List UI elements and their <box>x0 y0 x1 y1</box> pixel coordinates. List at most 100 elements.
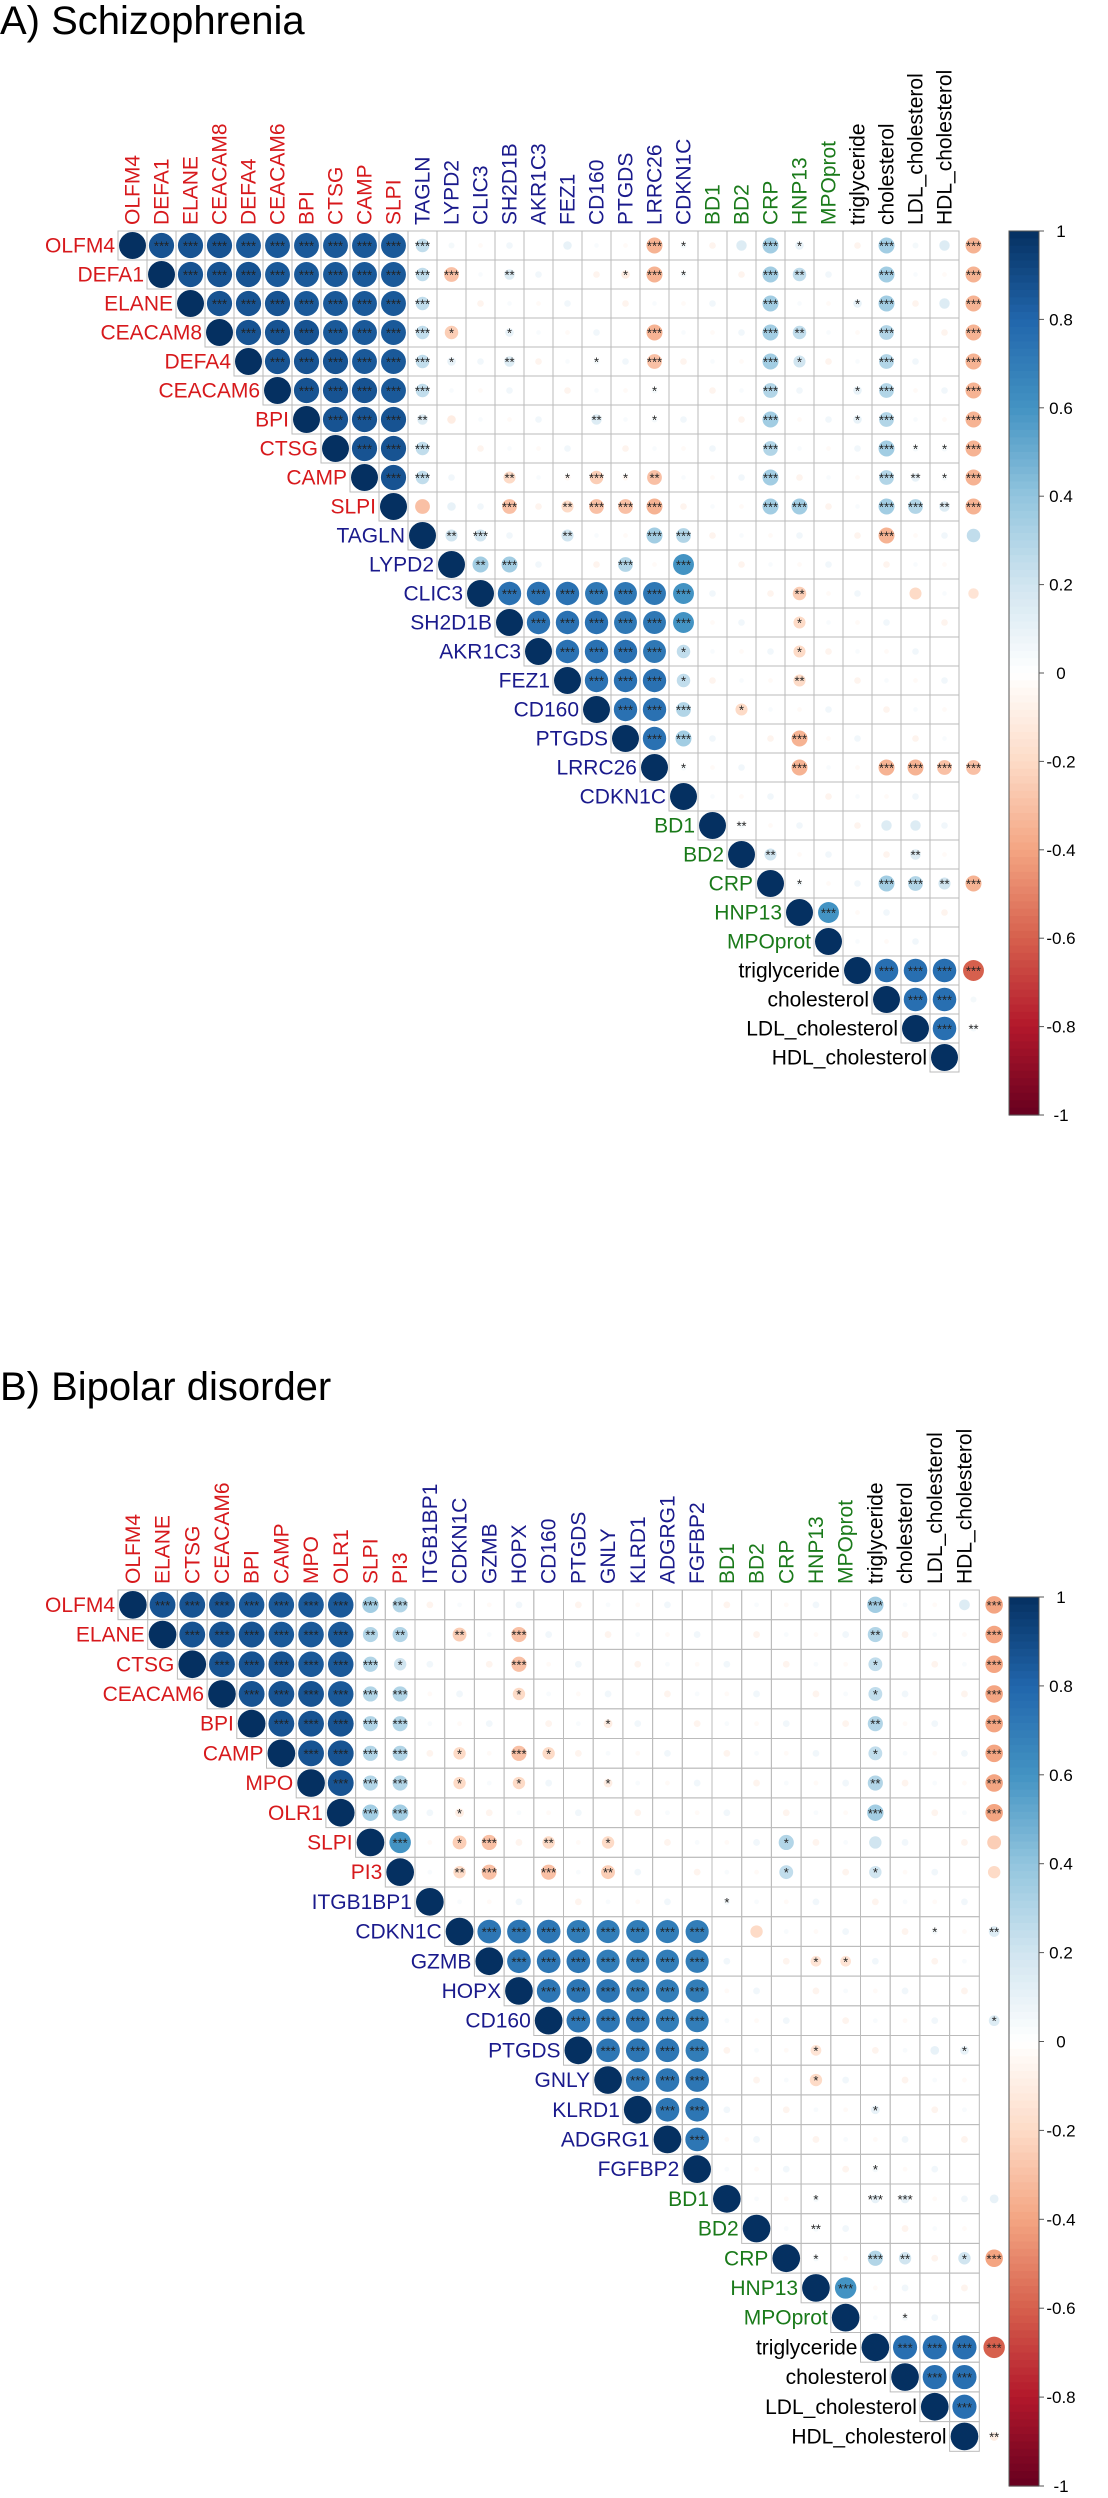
significance-mark: *** <box>987 1806 1002 1821</box>
correlation-mark <box>625 2038 650 2063</box>
correlation-mark <box>842 1631 850 1638</box>
correlation-mark <box>843 2255 849 2261</box>
significance-mark: * <box>843 1954 848 1969</box>
column-label: OLFM4 <box>122 1514 145 1584</box>
significance-mark: *** <box>966 239 981 254</box>
row-label: GNLY <box>535 2069 591 2092</box>
significance-mark: *** <box>328 326 343 341</box>
diagonal-mark <box>208 1680 236 1708</box>
correlation-mark <box>613 668 638 693</box>
correlation-mark <box>753 1839 760 1846</box>
panel-a-labels: OLFM4OLFM4DEFA1DEFA1ELANEELANECEACAM8CEA… <box>45 70 957 1070</box>
colorbar-segment <box>1009 665 1039 674</box>
correlation-mark <box>711 418 714 421</box>
significance-mark: *** <box>647 732 662 747</box>
correlation-mark <box>903 1811 907 1814</box>
correlation-mark <box>584 610 609 635</box>
correlation-mark <box>779 1865 794 1880</box>
row-label: SLPI <box>330 496 376 519</box>
significance-mark: ** <box>365 1628 375 1643</box>
significance-mark: *** <box>879 355 894 370</box>
correlation-mark <box>362 1686 379 1702</box>
row-label: MPOprot <box>727 931 811 954</box>
correlation-mark <box>517 1870 521 1874</box>
significance-mark: *** <box>357 326 372 341</box>
correlation-mark <box>526 581 551 606</box>
colorbar-tick-label: 0.4 <box>1049 1855 1073 1874</box>
colorbar-segment <box>1009 1063 1039 1072</box>
correlation-mark <box>652 446 657 451</box>
colorbar-segment <box>1009 783 1039 792</box>
correlation-mark <box>826 330 831 335</box>
panel-b-grid <box>117 1589 980 2452</box>
correlation-mark <box>566 563 569 566</box>
correlation-mark <box>293 348 320 375</box>
correlation-mark <box>596 2038 620 2063</box>
significance-mark: *** <box>502 558 517 573</box>
colorbar-segment <box>1009 2219 1039 2228</box>
row-label: ITGB1BP1 <box>312 1891 412 1914</box>
correlation-mark <box>680 271 687 278</box>
correlation-mark <box>855 504 860 509</box>
correlation-mark <box>941 387 948 394</box>
correlation-mark <box>826 301 831 306</box>
correlation-mark <box>989 2432 999 2441</box>
column-label: PTGDS <box>615 153 638 225</box>
correlation-mark <box>767 590 774 597</box>
correlation-mark <box>931 1809 939 1817</box>
colorbar-segment <box>1009 348 1039 357</box>
correlation-mark <box>878 527 895 544</box>
correlation-mark <box>624 331 627 334</box>
row-label: LDL_cholesterol <box>746 1018 898 1041</box>
correlation-mark <box>511 1626 527 1643</box>
diagonal-mark <box>728 841 755 868</box>
significance-mark: *** <box>763 471 778 486</box>
correlation-mark <box>813 2107 819 2113</box>
correlation-mark <box>623 417 628 422</box>
correlation-mark <box>989 2194 999 2204</box>
correlation-mark <box>902 1869 908 1875</box>
colorbar-segment <box>1009 370 1039 379</box>
correlation-mark <box>618 557 633 572</box>
correlation-mark <box>797 417 802 422</box>
colorbar-segment <box>1009 2071 1039 2080</box>
correlation-mark <box>555 639 580 664</box>
correlation-mark <box>710 359 715 364</box>
correlation-mark <box>792 325 807 340</box>
correlation-mark <box>753 2076 760 2084</box>
significance-mark: *** <box>879 877 894 892</box>
colorbar-segment <box>1009 989 1039 998</box>
correlation-mark <box>676 673 691 688</box>
correlation-mark <box>912 735 919 742</box>
correlation-mark <box>593 561 600 568</box>
colorbar-segment <box>1009 886 1039 895</box>
significance-mark: ** <box>417 413 427 428</box>
correlation-mark <box>710 504 715 509</box>
correlation-mark <box>535 358 542 365</box>
correlation-mark <box>931 2314 939 2322</box>
correlation-mark <box>942 562 947 567</box>
colorbar-segment <box>1009 577 1039 586</box>
colorbar-tick-label: -0.2 <box>1046 2121 1075 2140</box>
correlation-mark <box>426 1749 434 1757</box>
significance-mark: *** <box>444 268 459 283</box>
significance-mark: *** <box>763 442 778 457</box>
correlation-mark <box>486 1780 492 1786</box>
correlation-mark <box>941 474 948 481</box>
correlation-mark <box>868 1687 883 1701</box>
diagonal-mark <box>445 1917 474 1946</box>
colorbar-segment <box>1009 1989 1039 1998</box>
correlation-mark <box>870 2105 880 2115</box>
correlation-mark <box>762 266 779 283</box>
correlation-mark <box>902 1602 908 1608</box>
colorbar-segment <box>1009 1019 1039 1028</box>
diagonal-mark <box>757 870 784 897</box>
significance-mark: *** <box>792 761 807 776</box>
colorbar-segment <box>1009 1997 1039 2006</box>
correlation-mark <box>323 320 348 345</box>
correlation-mark <box>959 1599 970 1611</box>
correlation-mark <box>827 534 830 537</box>
correlation-mark <box>843 2107 849 2113</box>
column-label: SH2D1B <box>499 143 522 225</box>
correlation-mark <box>458 1663 461 1666</box>
